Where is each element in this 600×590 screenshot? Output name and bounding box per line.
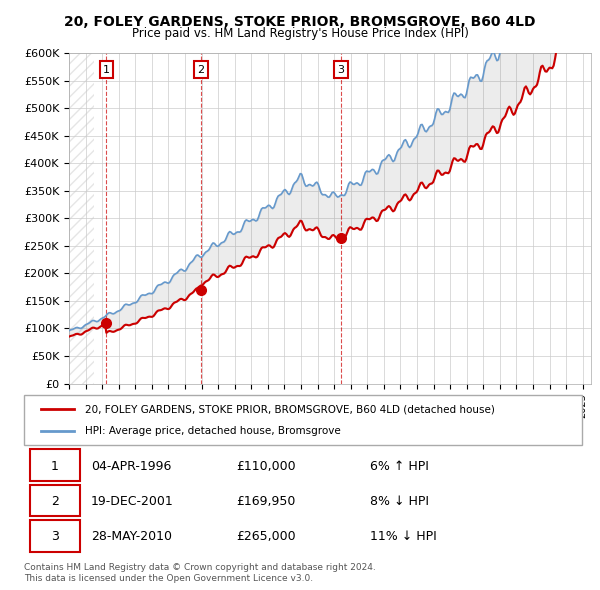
Text: 3: 3: [51, 530, 59, 543]
Text: 6% ↑ HPI: 6% ↑ HPI: [370, 460, 429, 473]
Text: 20, FOLEY GARDENS, STOKE PRIOR, BROMSGROVE, B60 4LD: 20, FOLEY GARDENS, STOKE PRIOR, BROMSGRO…: [64, 15, 536, 29]
Text: 2: 2: [197, 65, 205, 74]
Text: HPI: Average price, detached house, Bromsgrove: HPI: Average price, detached house, Brom…: [85, 427, 341, 437]
Text: 04-APR-1996: 04-APR-1996: [91, 460, 172, 473]
Text: 1: 1: [103, 65, 110, 74]
Text: 19-DEC-2001: 19-DEC-2001: [91, 495, 174, 508]
Text: 11% ↓ HPI: 11% ↓ HPI: [370, 530, 437, 543]
Text: 1: 1: [51, 460, 59, 473]
Text: Contains HM Land Registry data © Crown copyright and database right 2024.
This d: Contains HM Land Registry data © Crown c…: [24, 563, 376, 583]
Text: £169,950: £169,950: [236, 495, 295, 508]
Text: 8% ↓ HPI: 8% ↓ HPI: [370, 495, 429, 508]
Text: £110,000: £110,000: [236, 460, 296, 473]
Text: 2: 2: [51, 495, 59, 508]
Text: £265,000: £265,000: [236, 530, 296, 543]
FancyBboxPatch shape: [29, 449, 80, 481]
Text: 3: 3: [337, 65, 344, 74]
FancyBboxPatch shape: [29, 520, 80, 552]
Text: Price paid vs. HM Land Registry's House Price Index (HPI): Price paid vs. HM Land Registry's House …: [131, 27, 469, 40]
Text: 20, FOLEY GARDENS, STOKE PRIOR, BROMSGROVE, B60 4LD (detached house): 20, FOLEY GARDENS, STOKE PRIOR, BROMSGRO…: [85, 404, 495, 414]
Text: 28-MAY-2010: 28-MAY-2010: [91, 530, 172, 543]
FancyBboxPatch shape: [29, 484, 80, 516]
FancyBboxPatch shape: [24, 395, 582, 445]
